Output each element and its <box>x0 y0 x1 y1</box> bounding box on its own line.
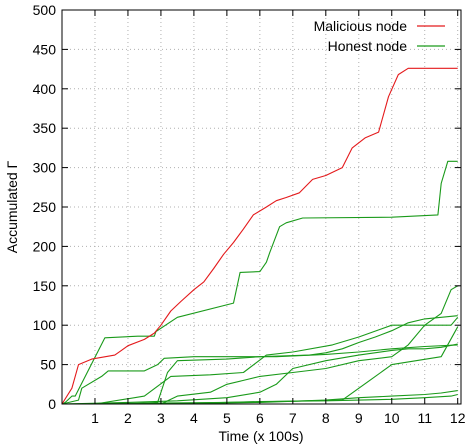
y-tick-label: 200 <box>33 238 57 254</box>
grid-lines <box>62 10 461 404</box>
y-axis-title: Accumulated Γ <box>4 160 20 253</box>
series-line-honest <box>61 344 458 405</box>
x-tick-label: 5 <box>223 410 231 426</box>
series-line-honest <box>62 316 459 405</box>
legend-label-malicious: Malicious node <box>314 18 408 34</box>
y-tick-label: 350 <box>33 120 57 136</box>
x-tick-label: 2 <box>124 410 132 426</box>
x-tick-label: 1 <box>91 410 99 426</box>
series-line-honest <box>62 315 458 405</box>
x-tick-label: 8 <box>322 410 330 426</box>
x-tick-label: 12 <box>450 410 466 426</box>
x-tick-label: 6 <box>256 410 264 426</box>
series-line-honest <box>62 285 458 405</box>
x-tick-label: 4 <box>190 410 198 426</box>
x-tick-label: 9 <box>355 410 363 426</box>
x-tick-label: 10 <box>384 410 400 426</box>
y-tick-label: 300 <box>33 160 57 176</box>
y-tick-label: 450 <box>33 41 57 57</box>
series-line-honest <box>61 160 458 405</box>
axis-ticks <box>62 9 461 405</box>
series-line-malicious <box>61 67 458 405</box>
y-tick-label: 50 <box>40 357 56 373</box>
y-tick-label: 0 <box>48 396 56 412</box>
legend-label-honest: Honest node <box>328 38 408 54</box>
y-tick-labels: 0 50 100 150 200 250 300 350 400 450 500 <box>33 2 57 412</box>
y-tick-label: 500 <box>33 2 57 18</box>
x-tick-label: 3 <box>157 410 165 426</box>
y-tick-label: 250 <box>33 199 57 215</box>
y-tick-label: 400 <box>33 81 57 97</box>
x-tick-labels: 1 2 3 4 5 6 7 8 9 10 11 12 <box>91 410 466 426</box>
y-tick-label: 150 <box>33 278 57 294</box>
x-tick-label: 7 <box>289 410 297 426</box>
y-tick-label: 100 <box>33 317 57 333</box>
x-tick-label: 11 <box>417 410 432 426</box>
x-axis-title: Time (x 100s) <box>218 428 303 444</box>
legend: Malicious node Honest node <box>314 18 445 54</box>
series-line-honest <box>61 343 458 405</box>
